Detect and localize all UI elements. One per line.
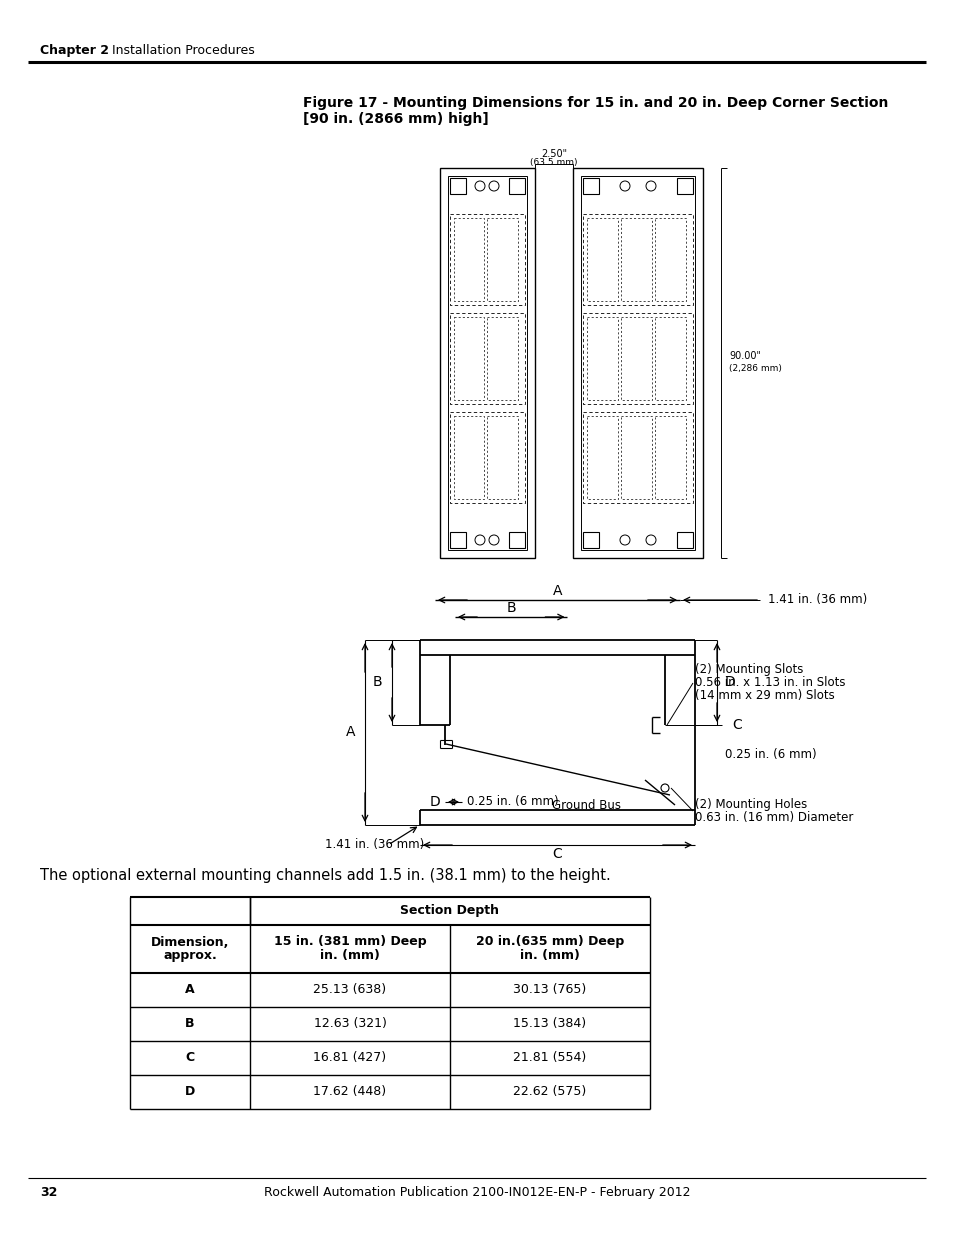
Text: B: B	[185, 1018, 194, 1030]
Bar	[487, 219, 517, 301]
Bar	[448, 177, 526, 550]
Text: D: D	[724, 676, 735, 689]
Bar	[580, 177, 695, 550]
Bar	[655, 219, 685, 301]
Text: 12.63 (321): 12.63 (321)	[314, 1018, 386, 1030]
Text: 1.41 in. (36 mm): 1.41 in. (36 mm)	[325, 839, 424, 851]
Text: 22.62 (575): 22.62 (575)	[513, 1086, 586, 1098]
Circle shape	[645, 182, 656, 191]
Text: Installation Procedures: Installation Procedures	[112, 43, 254, 57]
Text: 0.25 in. (6 mm): 0.25 in. (6 mm)	[467, 795, 558, 809]
Circle shape	[475, 535, 484, 545]
Text: A: A	[345, 725, 355, 740]
Text: in. (mm): in. (mm)	[319, 950, 379, 962]
Bar	[655, 317, 685, 400]
Bar	[586, 317, 618, 400]
Bar	[582, 214, 692, 305]
Text: 90.00": 90.00"	[728, 351, 760, 361]
Bar	[620, 317, 651, 400]
Circle shape	[475, 182, 484, 191]
Text: B: B	[372, 676, 381, 689]
Circle shape	[660, 784, 668, 792]
Text: Chapter 2: Chapter 2	[40, 43, 109, 57]
Bar	[454, 416, 484, 499]
Text: 0.25 in. (6 mm): 0.25 in. (6 mm)	[724, 748, 816, 762]
Text: 17.62 (448): 17.62 (448)	[314, 1086, 386, 1098]
Circle shape	[619, 182, 629, 191]
Text: (2) Mounting Slots: (2) Mounting Slots	[695, 663, 802, 677]
Bar	[586, 416, 618, 499]
Circle shape	[619, 535, 629, 545]
Bar	[439, 168, 535, 558]
Text: Dimension,: Dimension,	[151, 936, 229, 948]
Bar	[487, 416, 517, 499]
Bar	[582, 312, 692, 404]
Text: D: D	[429, 795, 439, 809]
Bar	[620, 219, 651, 301]
Bar	[677, 178, 692, 194]
Text: 30.13 (765): 30.13 (765)	[513, 983, 586, 997]
Text: 16.81 (427): 16.81 (427)	[314, 1051, 386, 1065]
Circle shape	[489, 535, 498, 545]
Text: C: C	[731, 718, 741, 732]
Text: 20 in.(635 mm) Deep: 20 in.(635 mm) Deep	[476, 935, 623, 948]
Text: C: C	[185, 1051, 194, 1065]
Text: (63.5 mm): (63.5 mm)	[530, 158, 578, 167]
Text: (14 mm x 29 mm) Slots: (14 mm x 29 mm) Slots	[695, 689, 834, 703]
Text: (2,286 mm): (2,286 mm)	[728, 363, 781, 373]
Text: Ground Bus: Ground Bus	[552, 799, 620, 813]
Bar	[509, 532, 524, 548]
Bar	[450, 412, 524, 503]
Bar	[454, 219, 484, 301]
Bar	[582, 412, 692, 503]
Text: Rockwell Automation Publication 2100-IN012E-EN-P - February 2012: Rockwell Automation Publication 2100-IN0…	[263, 1187, 690, 1199]
Text: 0.63 in. (16 mm) Diameter: 0.63 in. (16 mm) Diameter	[695, 811, 853, 825]
Text: (2) Mounting Holes: (2) Mounting Holes	[695, 799, 806, 811]
Bar	[509, 178, 524, 194]
Circle shape	[645, 535, 656, 545]
Bar	[450, 214, 524, 305]
Text: C: C	[552, 847, 561, 861]
Text: 1.41 in. (36 mm): 1.41 in. (36 mm)	[767, 594, 866, 606]
Text: 25.13 (638): 25.13 (638)	[314, 983, 386, 997]
Bar	[582, 532, 598, 548]
Text: A: A	[552, 584, 561, 598]
Text: in. (mm): in. (mm)	[519, 950, 579, 962]
Text: D: D	[185, 1086, 195, 1098]
Text: B: B	[506, 601, 516, 615]
Text: 32: 32	[40, 1187, 57, 1199]
Text: Figure 17 - Mounting Dimensions for 15 in. and 20 in. Deep Corner Section: Figure 17 - Mounting Dimensions for 15 i…	[303, 96, 887, 110]
Text: Section Depth: Section Depth	[400, 904, 499, 918]
Bar	[454, 317, 484, 400]
Text: The optional external mounting channels add 1.5 in. (38.1 mm) to the height.: The optional external mounting channels …	[40, 868, 610, 883]
Bar	[487, 317, 517, 400]
Bar	[655, 416, 685, 499]
Bar	[586, 219, 618, 301]
Bar	[573, 168, 702, 558]
Bar	[582, 178, 598, 194]
Text: 2.50": 2.50"	[540, 149, 566, 159]
Text: approx.: approx.	[163, 948, 216, 962]
Text: A: A	[185, 983, 194, 997]
Bar	[620, 416, 651, 499]
Bar	[450, 532, 465, 548]
Bar	[450, 312, 524, 404]
Bar	[677, 532, 692, 548]
Circle shape	[489, 182, 498, 191]
Bar	[450, 178, 465, 194]
Text: 0.56 in. x 1.13 in. in Slots: 0.56 in. x 1.13 in. in Slots	[695, 677, 844, 689]
Text: [90 in. (2866 mm) high]: [90 in. (2866 mm) high]	[303, 112, 488, 126]
Text: 15.13 (384): 15.13 (384)	[513, 1018, 586, 1030]
Text: 21.81 (554): 21.81 (554)	[513, 1051, 586, 1065]
Text: 15 in. (381 mm) Deep: 15 in. (381 mm) Deep	[274, 935, 426, 948]
